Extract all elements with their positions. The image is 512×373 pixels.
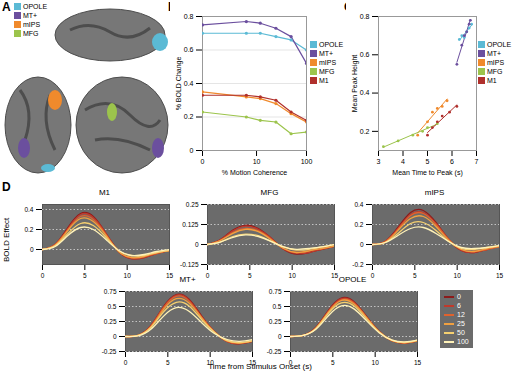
html-text:MFG: MFG [260, 188, 279, 197]
html-text:A: A [2, 0, 11, 14]
html-text:MT+: MT+ [487, 50, 502, 57]
html-text:MT+: MT+ [179, 275, 196, 284]
svg-text:Mean Peak Height: Mean Peak Height [351, 55, 359, 113]
svg-text:-0.2: -0.2 [352, 261, 364, 268]
svg-text:0.2: 0.2 [24, 226, 33, 233]
html-text:MFG: MFG [23, 30, 39, 37]
svg-text:5: 5 [248, 272, 252, 278]
svg-text:15: 15 [166, 272, 174, 278]
svg-text:0.2: 0.2 [184, 113, 194, 120]
svg-text:10: 10 [372, 359, 380, 365]
svg-text:0.25: 0.25 [186, 201, 199, 208]
svg-text:7: 7 [475, 158, 479, 165]
svg-text:0.4: 0.4 [360, 89, 370, 96]
html-text:OPOLE: OPOLE [23, 3, 48, 10]
svg-text:-0.25: -0.25 [267, 348, 282, 355]
svg-text:0.8: 0.8 [184, 13, 194, 20]
svg-text:0.8: 0.8 [360, 13, 370, 20]
svg-text:-0.25: -0.25 [102, 348, 117, 355]
svg-text:0.75: 0.75 [269, 288, 282, 295]
html-text:12: 12 [457, 311, 465, 318]
html-text:Time from Stimulus Onset (s): Time from Stimulus Onset (s) [208, 362, 312, 371]
svg-text:Mean Time to Peak (s): Mean Time to Peak (s) [392, 169, 462, 177]
svg-text:0: 0 [190, 147, 194, 154]
svg-text:6: 6 [450, 158, 454, 165]
svg-text:0: 0 [113, 333, 117, 340]
svg-text:0: 0 [201, 158, 205, 165]
svg-text:5: 5 [83, 272, 87, 278]
svg-text:5: 5 [166, 359, 170, 365]
html-text:OPOLE: OPOLE [338, 275, 367, 284]
html-text:0: 0 [457, 293, 461, 300]
svg-text:0.4: 0.4 [184, 80, 194, 87]
html-text:100: 100 [457, 338, 469, 345]
html-text:BOLD Effect: BOLD Effect [2, 217, 11, 262]
html-text:MFG: MFG [319, 68, 335, 75]
html-text:50: 50 [457, 329, 465, 336]
svg-text:10: 10 [253, 158, 261, 165]
svg-text:0.5: 0.5 [107, 303, 116, 310]
html-text:M1: M1 [98, 188, 111, 197]
svg-text:0.5: 0.5 [272, 303, 281, 310]
svg-text:15: 15 [496, 272, 504, 278]
svg-text:15: 15 [331, 272, 339, 278]
html-text:mIPS: mIPS [319, 59, 337, 66]
html-text:M1: M1 [487, 77, 497, 84]
html-text:MT+: MT+ [23, 12, 38, 19]
svg-text:0: 0 [360, 241, 364, 248]
html-text:MFG: MFG [487, 68, 503, 75]
svg-text:5: 5 [331, 359, 335, 365]
svg-text:0.2: 0.2 [360, 128, 370, 135]
html-text:OPOLE: OPOLE [487, 41, 512, 48]
svg-text:0.125: 0.125 [182, 221, 199, 228]
html-text:6: 6 [457, 302, 461, 309]
svg-text:10: 10 [454, 272, 462, 278]
html-text:OPOLE: OPOLE [319, 41, 344, 48]
html-text:mIPS: mIPS [424, 188, 445, 197]
svg-text:3: 3 [377, 158, 381, 165]
svg-text:0.4: 0.4 [24, 206, 33, 213]
svg-text:10: 10 [289, 272, 297, 278]
html-text:M1: M1 [319, 77, 329, 84]
svg-text:0: 0 [371, 272, 375, 278]
svg-text:0: 0 [41, 272, 45, 278]
svg-text:15: 15 [414, 359, 422, 365]
svg-text:0.75: 0.75 [104, 288, 117, 295]
html-text:mIPS: mIPS [23, 21, 41, 28]
svg-text:0: 0 [30, 246, 34, 253]
svg-text:-0.125: -0.125 [180, 261, 199, 268]
svg-text:0: 0 [195, 241, 199, 248]
html-text:25: 25 [457, 320, 465, 327]
svg-text:5: 5 [413, 272, 417, 278]
svg-text:0: 0 [278, 333, 282, 340]
svg-text:0.6: 0.6 [360, 51, 370, 58]
html-text:mIPS: mIPS [487, 59, 505, 66]
svg-text:5: 5 [426, 158, 430, 165]
svg-text:0.6: 0.6 [184, 46, 194, 53]
svg-text:10: 10 [124, 272, 132, 278]
html-text:C: C [344, 0, 353, 14]
svg-text:4: 4 [401, 158, 405, 165]
html-text:B: B [168, 0, 177, 14]
svg-text:0.25: 0.25 [104, 318, 117, 325]
svg-text:0: 0 [206, 272, 210, 278]
svg-text:0: 0 [124, 359, 128, 365]
svg-text:100: 100 [301, 158, 313, 165]
html-text:MT+: MT+ [319, 50, 334, 57]
svg-text:0.25: 0.25 [269, 318, 282, 325]
svg-text:0.2: 0.2 [354, 221, 363, 228]
svg-text:0.4: 0.4 [354, 201, 363, 208]
svg-text:% BOLD Change: % BOLD Change [175, 57, 183, 111]
svg-text:% Motion Coherence: % Motion Coherence [222, 169, 287, 176]
html-text:D: D [2, 180, 11, 194]
